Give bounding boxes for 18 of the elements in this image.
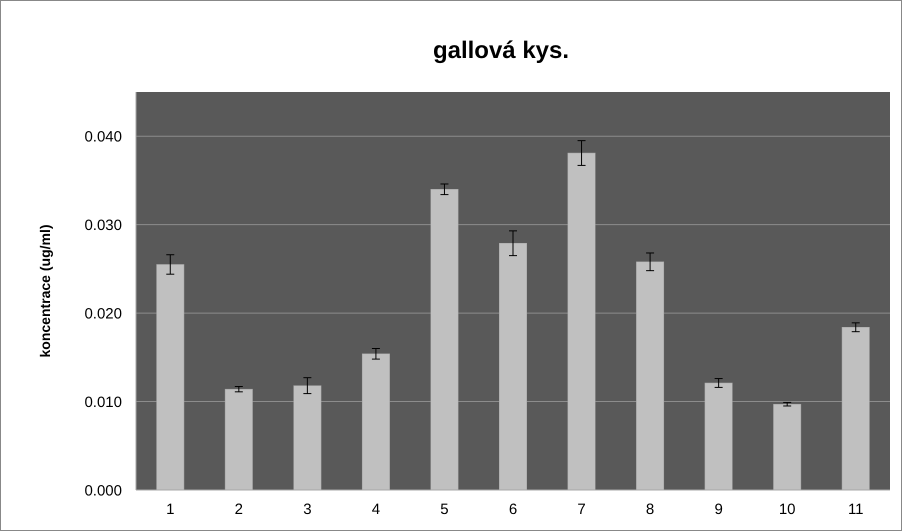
x-tick-label: 6 xyxy=(508,501,518,518)
y-tick-label: 0.000 xyxy=(84,482,122,500)
y-tick-label: 0.030 xyxy=(84,216,122,234)
x-tick-label: 1 xyxy=(166,501,174,518)
x-tick-label: 4 xyxy=(372,501,380,518)
x-tick-label: 5 xyxy=(440,501,449,518)
x-tick-label: 3 xyxy=(303,501,312,518)
x-tick-label: 7 xyxy=(577,501,586,518)
x-tick-label: 9 xyxy=(714,501,723,518)
x-tick-label: 2 xyxy=(234,501,243,518)
x-tick-label: 8 xyxy=(646,501,654,518)
x-tick-label: 11 xyxy=(848,501,864,518)
y-axis-title: koncentrace (ug/ml) xyxy=(37,224,53,358)
y-tick-label: 0.010 xyxy=(84,394,122,411)
x-tick-label: 10 xyxy=(778,501,796,518)
y-tick-label: 0.040 xyxy=(84,128,122,146)
chart-title: gallová kys. xyxy=(432,37,570,64)
y-tick-label: 0.020 xyxy=(84,305,122,322)
